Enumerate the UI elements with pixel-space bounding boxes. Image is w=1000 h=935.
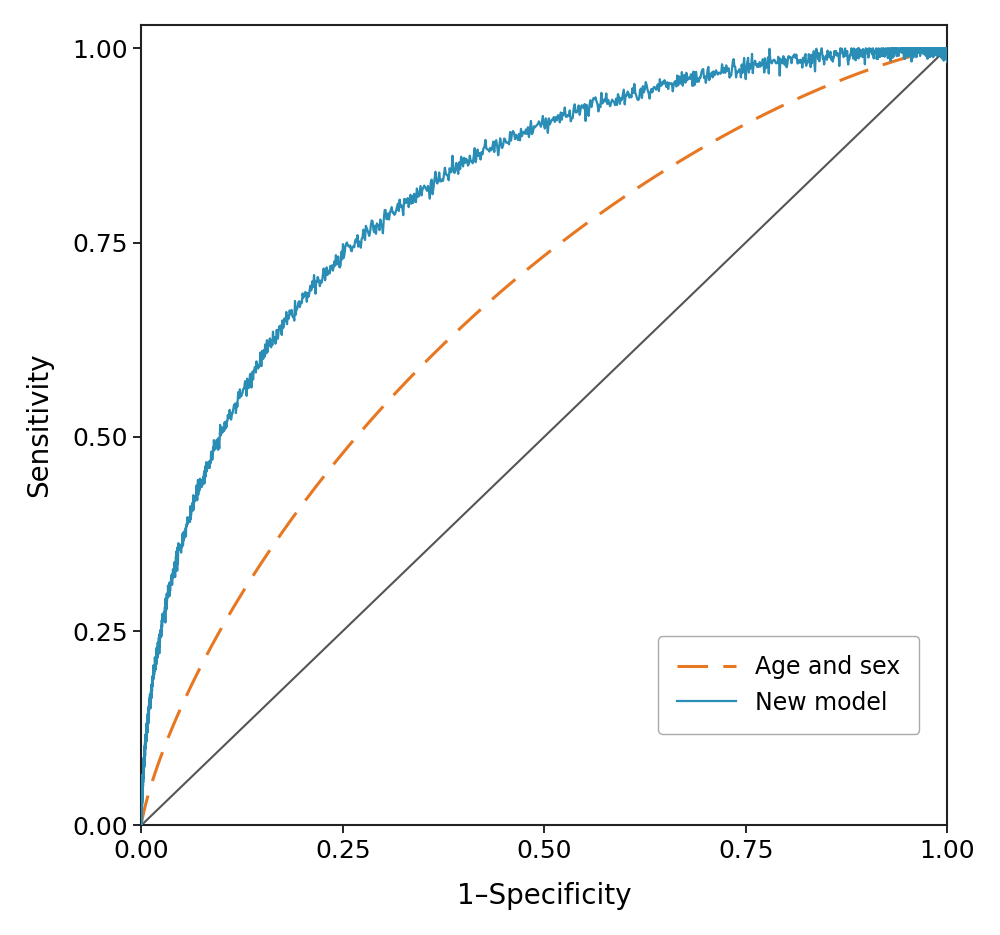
- New model: [169, 567, 181, 578]
- Age and sex: [300, 494, 312, 505]
- Age and sex: [932, 44, 944, 55]
- New model: [135, 820, 147, 831]
- Line: Age and sex: Age and sex: [141, 49, 947, 826]
- X-axis label: 1–Specificity: 1–Specificity: [457, 882, 631, 910]
- Legend: Age and sex, New model: Age and sex, New model: [658, 636, 919, 734]
- New model: [135, 820, 147, 831]
- Y-axis label: Sensitivity: Sensitivity: [25, 352, 53, 497]
- Line: New model: New model: [141, 49, 947, 826]
- Age and sex: [941, 43, 953, 54]
- Age and sex: [135, 819, 147, 830]
- Age and sex: [239, 583, 251, 595]
- New model: [939, 43, 951, 54]
- New model: [941, 45, 953, 56]
- Age and sex: [135, 820, 147, 831]
- New model: [941, 43, 953, 54]
- Age and sex: [863, 64, 875, 75]
- New model: [210, 440, 222, 452]
- New model: [816, 43, 828, 54]
- New model: [135, 817, 147, 828]
- Age and sex: [927, 45, 939, 56]
